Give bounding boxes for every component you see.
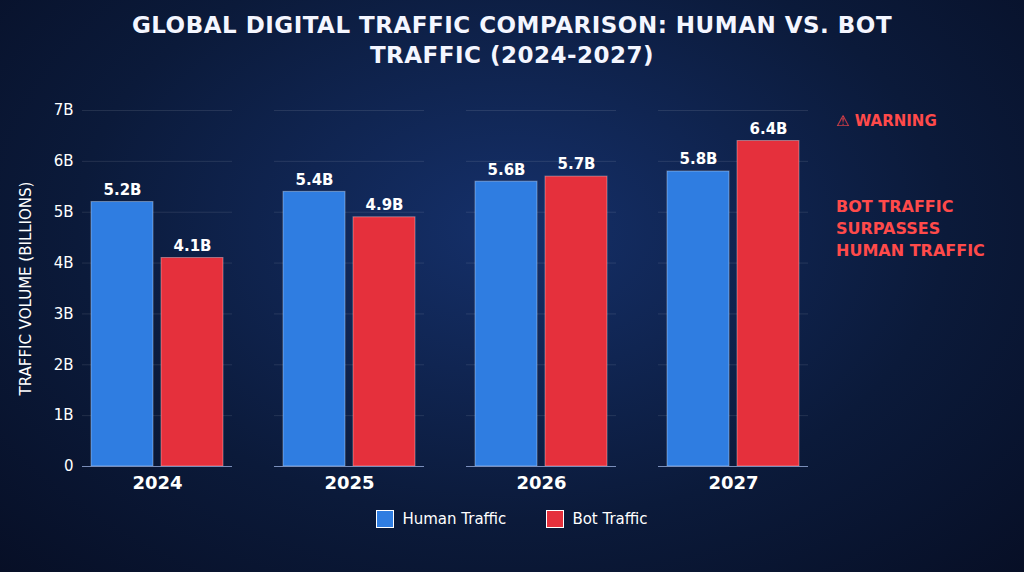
svg-text:2026: 2026 [516,472,566,493]
svg-text:4.1B: 4.1B [173,237,211,255]
svg-text:6.4B: 6.4B [749,120,787,138]
svg-text:4.9B: 4.9B [365,196,403,214]
html-text:Bot Traffic: Bot Traffic [572,510,648,528]
svg-text:TRAFFIC VOLUME (BILLIONS): TRAFFIC VOLUME (BILLIONS) [17,182,35,397]
svg-text:5.7B: 5.7B [557,155,595,173]
svg-text:5.6B: 5.6B [487,161,525,179]
svg-text:5.2B: 5.2B [103,181,141,199]
svg-text:4B: 4B [54,254,74,272]
html-text:BOT TRAFFIC SURPASSES HUMAN TR: BOT TRAFFIC SURPASSES HUMAN TRAFFIC [836,197,985,260]
svg-text:6B: 6B [54,152,74,170]
svg-text:2027: 2027 [708,472,758,493]
svg-text:1B: 1B [54,406,74,424]
svg-text:5B: 5B [54,203,74,221]
html-text:GLOBAL DIGITAL TRAFFIC COMPARI: GLOBAL DIGITAL TRAFFIC COMPARISON: HUMAN… [131,12,893,68]
html-text:Human Traffic: Human Traffic [402,510,507,528]
svg-text:2024: 2024 [132,472,182,493]
svg-text:3B: 3B [54,305,74,323]
html-text:⚠ WARNING: ⚠ WARNING [836,112,937,130]
svg-text:7B: 7B [54,101,74,119]
svg-text:5.8B: 5.8B [679,150,717,168]
svg-text:0: 0 [64,457,74,475]
svg-text:2B: 2B [54,356,74,374]
svg-text:5.4B: 5.4B [295,171,333,189]
svg-text:2025: 2025 [324,472,374,493]
